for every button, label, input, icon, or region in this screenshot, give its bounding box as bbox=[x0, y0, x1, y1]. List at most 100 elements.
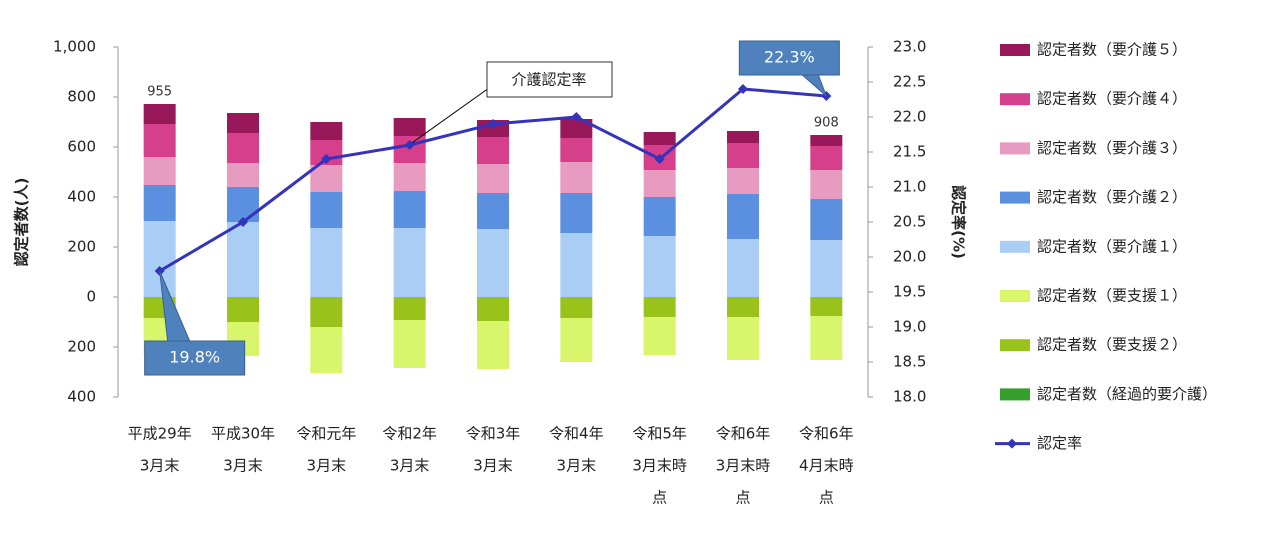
bar-segment bbox=[810, 297, 843, 316]
bar-segment bbox=[643, 132, 676, 145]
legend-label: 認定率 bbox=[1037, 434, 1082, 452]
y-axis-title: 認定者数(人) bbox=[13, 178, 31, 267]
line-marker bbox=[321, 154, 332, 164]
x-tick-label: 令和4年 bbox=[549, 425, 604, 443]
legend-label: 認定者数（経過的要介護） bbox=[1037, 385, 1217, 403]
bar-segment bbox=[393, 191, 426, 228]
y-tick-label: 0 bbox=[86, 288, 96, 306]
legend-swatch bbox=[1000, 240, 1030, 253]
legend-label: 認定者数（要介護５） bbox=[1037, 41, 1187, 59]
x-tick-label: 3月末 bbox=[307, 457, 347, 475]
x-tick-label: 令和6年 bbox=[799, 425, 854, 443]
bar-segment bbox=[227, 187, 259, 222]
bar-segment bbox=[227, 163, 259, 187]
bar-segment bbox=[227, 133, 259, 163]
x-tick-label: 令和3年 bbox=[466, 425, 521, 443]
y-tick-label: 400 bbox=[67, 188, 96, 206]
legend-label: 認定者数（要介護１） bbox=[1037, 237, 1187, 255]
legend-swatch bbox=[1000, 93, 1030, 106]
y2-tick-label: 21.0 bbox=[893, 178, 926, 196]
x-tick-label: 3月末時 bbox=[632, 457, 687, 475]
bar-segment bbox=[143, 185, 176, 221]
line-marker bbox=[654, 154, 665, 164]
bar-segment bbox=[477, 229, 509, 297]
bar-segment bbox=[477, 321, 509, 369]
bar-segment bbox=[727, 317, 759, 360]
annotation: 介護認定率 bbox=[511, 71, 586, 89]
y-tick-label: 400 bbox=[67, 388, 96, 406]
bar-segment bbox=[643, 197, 676, 236]
x-tick-label: 令和2年 bbox=[382, 425, 437, 443]
line-marker bbox=[404, 140, 415, 150]
line-marker bbox=[488, 119, 498, 129]
y2-tick-label: 21.5 bbox=[893, 143, 926, 161]
bar-segment bbox=[227, 113, 259, 133]
bar-segment bbox=[560, 297, 593, 318]
bar-segment bbox=[810, 146, 843, 170]
x-tick-label: 3月末 bbox=[390, 457, 430, 475]
x-tick-label: 3月末 bbox=[473, 457, 513, 475]
bar-segment bbox=[143, 104, 176, 124]
x-tick-label: 点 bbox=[652, 489, 667, 507]
value-label: 19.8% bbox=[169, 348, 220, 367]
y2-tick-label: 19.0 bbox=[893, 318, 926, 336]
x-tick-label: 4月末時 bbox=[799, 457, 854, 475]
x-tick-label: 点 bbox=[735, 489, 750, 507]
bar-segment bbox=[727, 194, 759, 239]
y2-tick-label: 18.5 bbox=[893, 353, 926, 371]
bar-segment bbox=[310, 228, 343, 297]
bar-segment bbox=[393, 118, 426, 136]
legend-swatch bbox=[1000, 142, 1030, 155]
y-tick-label: 200 bbox=[67, 338, 96, 356]
bar-segment bbox=[727, 143, 759, 168]
bar-segment bbox=[393, 297, 426, 320]
x-tick-label: 点 bbox=[819, 489, 834, 507]
legend-label: 認定者数（要介護３） bbox=[1037, 139, 1187, 157]
x-tick-label: 令和5年 bbox=[632, 425, 687, 443]
bar-segment bbox=[810, 170, 843, 199]
legend-marker bbox=[1007, 438, 1017, 449]
y2-tick-label: 18.0 bbox=[893, 388, 926, 406]
bar-segment bbox=[477, 193, 509, 229]
legend-swatch bbox=[1000, 388, 1030, 401]
x-tick-label: 3月末時 bbox=[716, 457, 771, 475]
bar-segment bbox=[310, 165, 343, 192]
legend-label: 認定者数（要支援１） bbox=[1037, 287, 1187, 305]
bar-segment bbox=[727, 168, 759, 194]
bar-segment bbox=[143, 157, 176, 185]
bar-segment bbox=[643, 170, 676, 197]
legend-swatch bbox=[1000, 44, 1030, 56]
y-tick-label: 800 bbox=[67, 88, 96, 106]
bar-segment bbox=[310, 192, 343, 228]
line-marker bbox=[238, 217, 248, 227]
callout-box bbox=[738, 40, 840, 76]
bar-segment bbox=[810, 240, 843, 297]
bar-segment bbox=[727, 131, 759, 143]
bar-segment bbox=[143, 221, 176, 297]
bar-segment bbox=[477, 137, 509, 164]
y2-tick-label: 19.5 bbox=[893, 283, 926, 301]
x-tick-label: 令和元年 bbox=[296, 425, 356, 443]
bar-segment bbox=[560, 318, 593, 362]
value-label: 22.3% bbox=[764, 48, 815, 67]
y-tick-label: 600 bbox=[67, 138, 96, 156]
x-tick-label: 平成30年 bbox=[211, 425, 275, 443]
y2-tick-label: 23.0 bbox=[893, 38, 926, 56]
bar-segment bbox=[560, 233, 593, 297]
bar-segment bbox=[310, 327, 343, 373]
bar-segment bbox=[393, 163, 426, 191]
y2-tick-label: 22.5 bbox=[893, 73, 926, 91]
bar-segment bbox=[643, 236, 676, 297]
bar-segment bbox=[393, 228, 426, 297]
bar-segment bbox=[810, 199, 843, 240]
y2-axis-title: 認定率(%) bbox=[950, 185, 968, 259]
legend-label: 認定者数（要介護２） bbox=[1037, 188, 1187, 206]
bar-segment bbox=[227, 297, 259, 322]
bar-segment bbox=[310, 122, 343, 140]
legend-swatch bbox=[1000, 339, 1030, 352]
bar-segment bbox=[810, 316, 843, 360]
bar-segment bbox=[560, 138, 593, 162]
x-tick-label: 3月末 bbox=[223, 457, 263, 475]
x-tick-label: 3月末 bbox=[140, 457, 180, 475]
